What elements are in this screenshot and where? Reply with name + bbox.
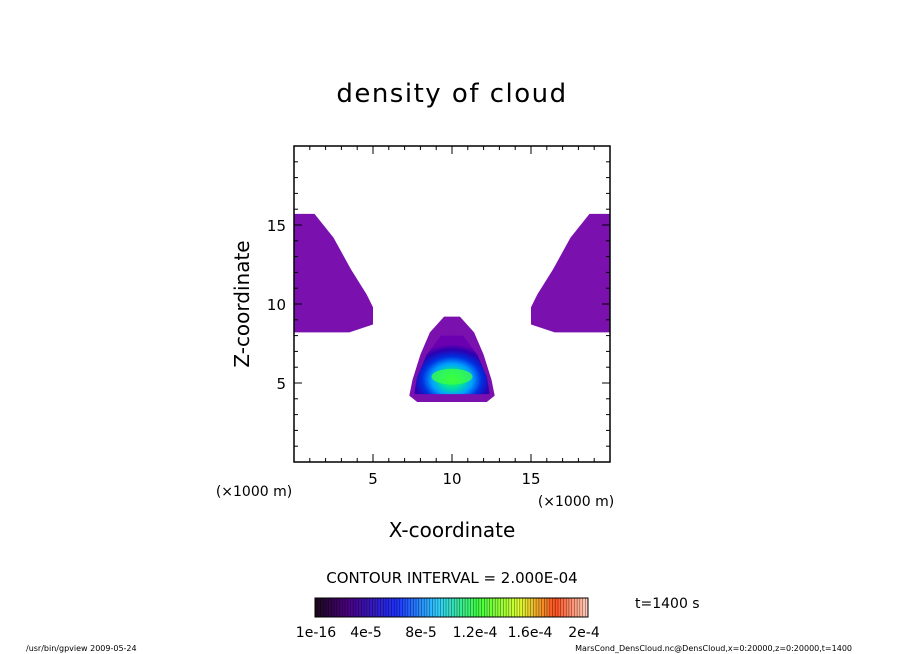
cloud-peak-density [431, 368, 473, 385]
colorbar-tick-label: 1.6e-4 [508, 625, 553, 641]
footer-left: /usr/bin/gpview 2009-05-24 [26, 644, 137, 653]
colorbar-tick-label: 1.2e-4 [453, 625, 498, 641]
z-tick-label: 10 [267, 296, 286, 314]
x-tick-label: 10 [442, 470, 461, 488]
z-tick-label: 15 [267, 217, 286, 235]
contour-fill-layer [294, 213, 610, 402]
x-axis-label: X-coordinate [389, 518, 516, 542]
z-tick-labels: 5 10 15 [267, 217, 286, 393]
axis-ticks [294, 146, 610, 462]
colorbar-tick-label: 4e-5 [350, 625, 381, 641]
x-tick-labels: 5 10 15 [368, 470, 540, 488]
colorbar-tick-label: 2e-4 [568, 625, 600, 641]
z-tick-label: 5 [276, 375, 286, 393]
y-axis-label: Z-coordinate [230, 240, 254, 367]
chart-title: density of cloud [336, 79, 567, 109]
colorbar-tick-label: 1e-16 [296, 625, 336, 641]
colorbar-stripes [317, 598, 586, 617]
contour-interval-text: CONTOUR INTERVAL = 2.000E-04 [326, 569, 577, 587]
footer-right: MarsCond_DensCloud.nc@DensCloud,x=0:2000… [575, 644, 852, 653]
left-cloud-lobe [294, 213, 373, 333]
x-unit-label-right: (×1000 m) [538, 494, 614, 510]
colorbar-tick-label: 8e-5 [405, 625, 436, 641]
colorbar-tick-labels: 1e-16 4e-5 8e-5 1.2e-4 1.6e-4 2e-4 [296, 625, 600, 641]
right-cloud-lobe [531, 213, 610, 333]
x-tick-label: 5 [368, 470, 378, 488]
x-unit-label-left: (×1000 m) [216, 484, 292, 500]
time-label: t=1400 s [635, 596, 700, 612]
x-tick-label: 15 [521, 470, 540, 488]
